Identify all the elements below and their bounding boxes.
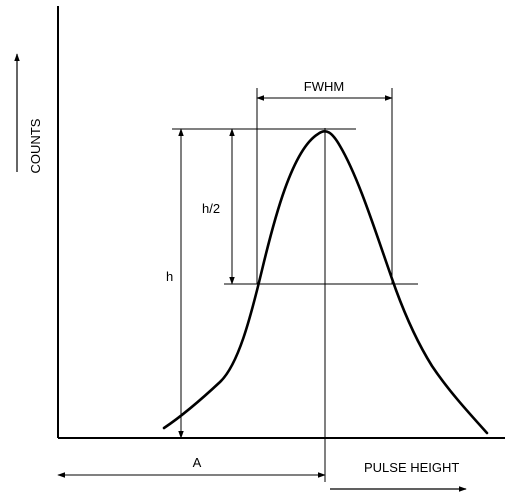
peak-position-label: A [193, 455, 202, 470]
half-height-label: h/2 [202, 201, 220, 216]
height-label: h [166, 269, 173, 284]
x-axis-label: PULSE HEIGHT [364, 460, 459, 475]
fwhm-label: FWHM [304, 79, 344, 94]
peak-curve [162, 130, 489, 435]
y-axis-label: COUNTS [28, 118, 43, 173]
